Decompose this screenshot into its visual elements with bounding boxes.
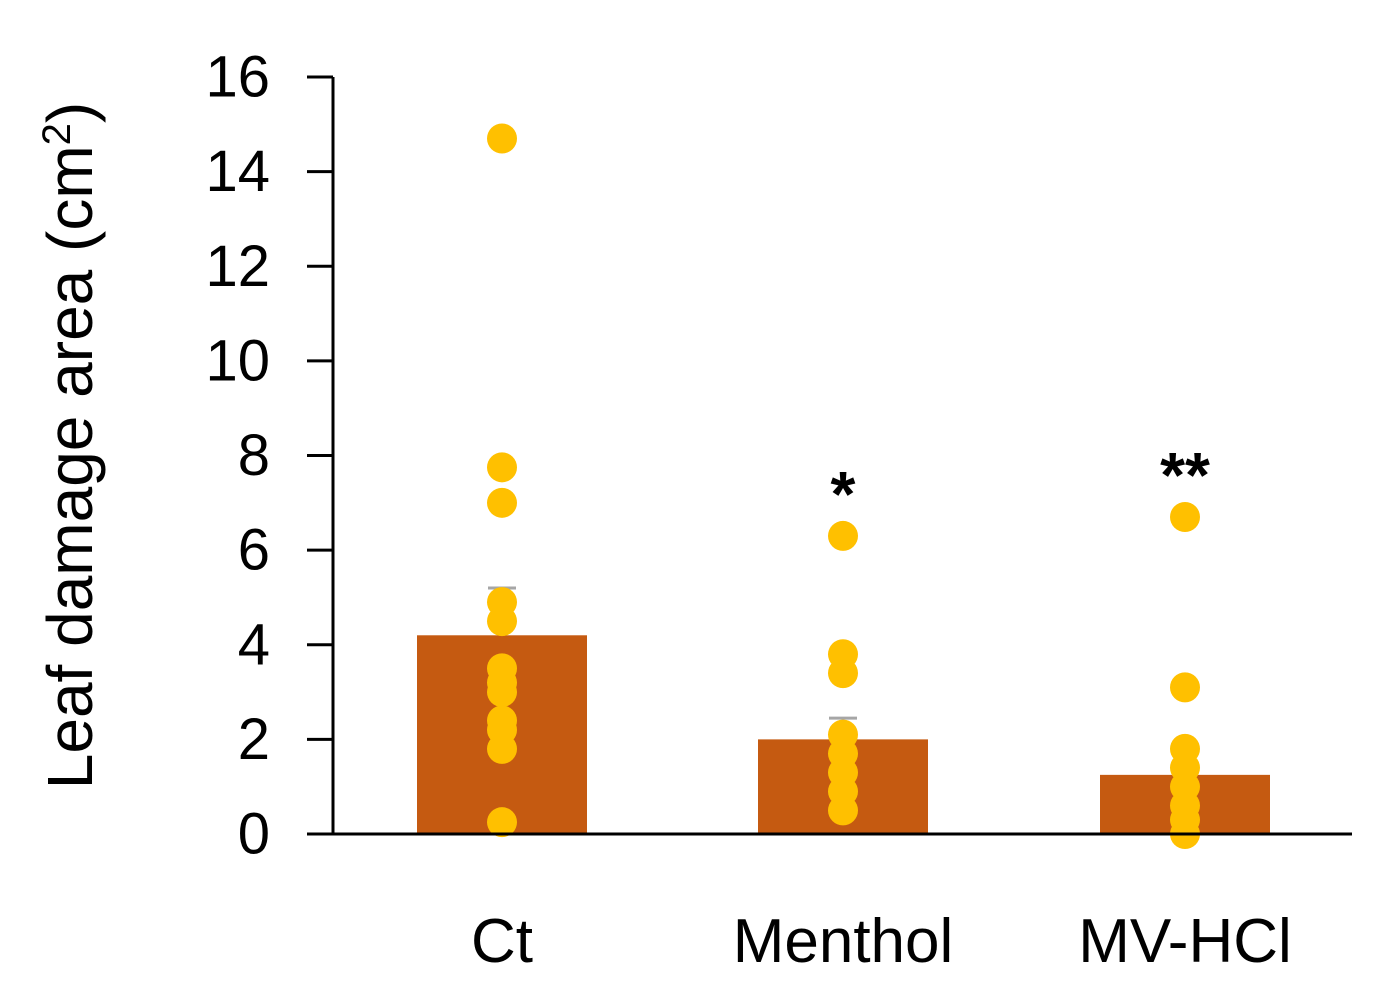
y-tick-label: 0 (238, 802, 270, 867)
data-point (487, 487, 517, 518)
y-tick-label: 4 (238, 612, 270, 677)
data-point (828, 520, 858, 551)
y-tick-label: 12 (205, 234, 270, 299)
y-tick-label: 6 (238, 518, 270, 583)
significance-marker: ** (1160, 439, 1210, 511)
x-category-label: MV-HCl (1078, 907, 1292, 976)
points-layer (487, 123, 1200, 849)
y-axis-title: Leaf damage area (cm2) (34, 102, 106, 789)
data-point (487, 123, 517, 154)
x-category-label: Ct (471, 907, 533, 976)
y-tick-label: 2 (238, 707, 270, 772)
data-point (1170, 502, 1200, 533)
data-point (487, 677, 517, 708)
data-point (487, 733, 517, 764)
data-point (828, 795, 858, 826)
y-tick-label: 8 (238, 423, 270, 488)
data-point (487, 452, 517, 483)
data-point (828, 658, 858, 689)
y-tick-label: 14 (205, 139, 270, 204)
axes-layer (307, 75, 1352, 836)
data-point (487, 807, 517, 838)
y-tick-label: 16 (205, 45, 270, 110)
data-point (487, 606, 517, 637)
data-point (1170, 672, 1200, 703)
x-category-label: Menthol (733, 907, 954, 976)
y-tick-label: 10 (205, 328, 270, 393)
significance-marker: * (831, 458, 856, 530)
